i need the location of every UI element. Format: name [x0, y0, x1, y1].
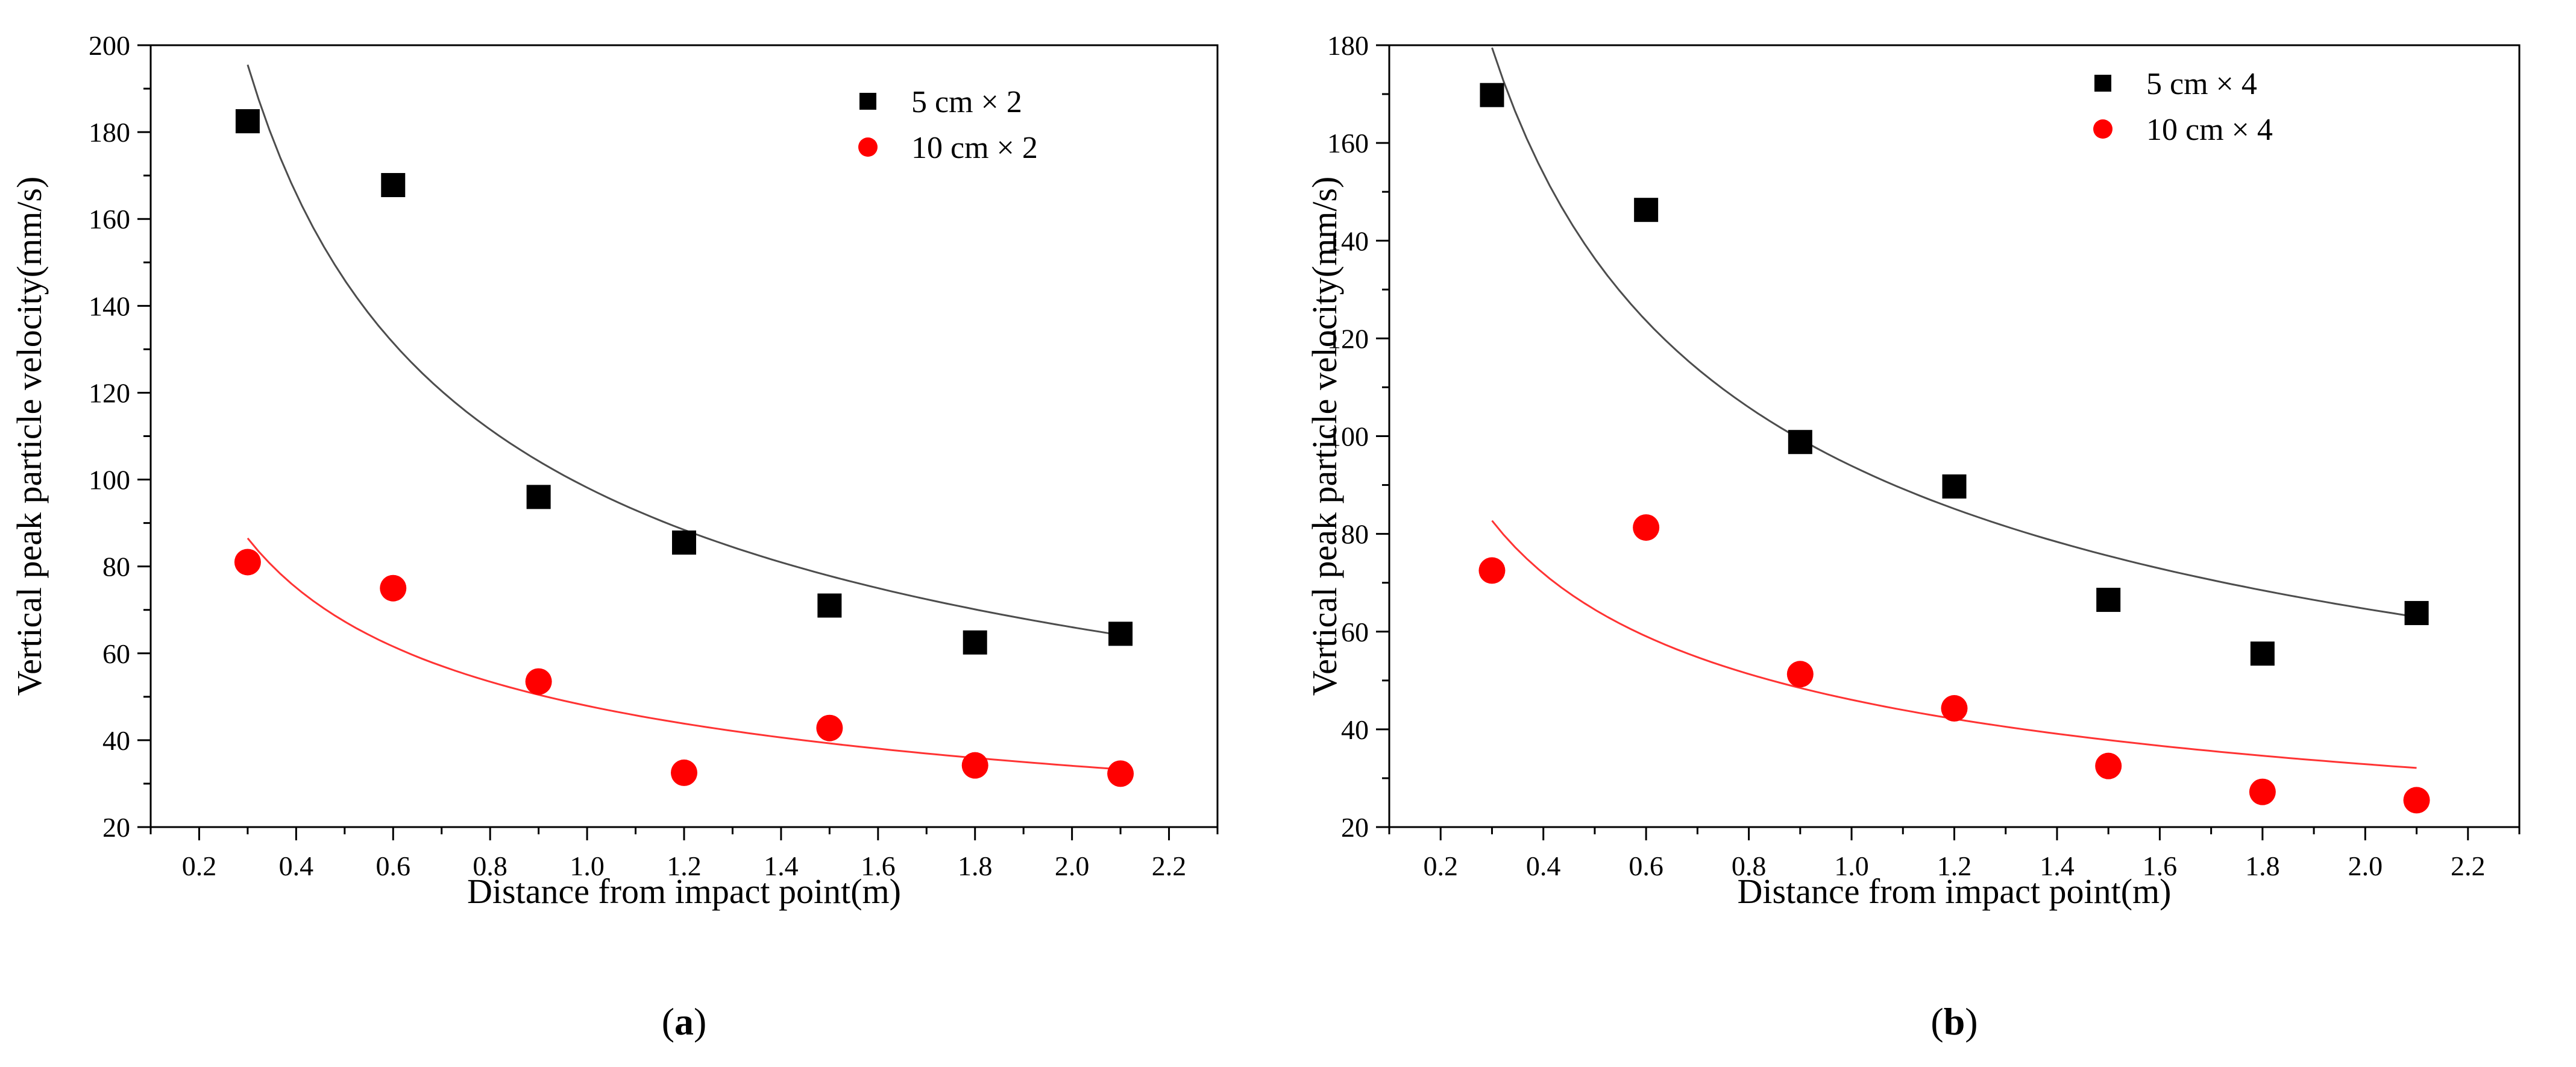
chart-b-x-tick-label: 1.4: [2040, 851, 2075, 881]
chart-b-y-tick-label: 140: [1327, 225, 1369, 256]
chart-b-series-1-point: [2250, 641, 2275, 666]
chart-a-y-tick-label: 160: [89, 204, 130, 234]
chart-b-series-1-point: [1634, 198, 1659, 222]
chart-a-y-tick-label: 140: [89, 291, 130, 321]
chart-a-x-tick-label: 0.8: [473, 851, 507, 881]
chart-a-series-1-point: [1108, 622, 1133, 646]
chart-b-x-tick-label: 0.8: [1732, 851, 1767, 881]
chart-b-x-axis-title: Distance from impact point(m): [1738, 872, 2172, 911]
chart-b-series-1-point: [1942, 474, 1967, 499]
chart-a-x-tick-label: 0.6: [376, 851, 411, 881]
chart-a-series-2-point: [525, 668, 552, 695]
chart-a: 0.2 0.4 0.6 0.8 1.0 1.2 1.4 1.6 1.8 2.0 2.2 20 40 60 8…: [10, 30, 1219, 1043]
chart-a-x-tick-label: 1.0: [570, 851, 605, 881]
chart-a-series-2-point: [1107, 760, 1134, 787]
chart-b-y-tick-label: 80: [1341, 519, 1369, 550]
chart-b-series-2-point: [1941, 695, 1968, 722]
chart-a-y-tick-label: 20: [102, 812, 130, 843]
chart-a-x-axis-title: Distance from impact point(m): [467, 872, 901, 911]
chart-b-y-tick-label: 120: [1327, 323, 1369, 354]
chart-a-fit-curve-2: [247, 537, 1121, 770]
chart-b-y-tick-label: 40: [1341, 714, 1369, 745]
chart-a-series-1-point: [963, 630, 987, 655]
chart-a-series-2-point: [671, 759, 697, 786]
chart-b-y-axis-title: Vertical peak particle velocity(mm/s): [1305, 177, 1344, 696]
chart-b-legend-marker-1: [2094, 75, 2111, 92]
chart-a-series-2-point: [234, 549, 261, 576]
chart-a-svg: 0.2 0.4 0.6 0.8 1.0 1.2 1.4 1.6 1.8 2.0 2.2 20 40 60 8…: [10, 30, 1219, 1043]
chart-b-x-tick-label: 2.0: [2348, 851, 2383, 881]
chart-a-series-1-point: [235, 109, 260, 134]
chart-b-series-1-point: [1788, 430, 1812, 455]
chart-a-x-tick-label: 0.2: [182, 851, 217, 881]
chart-b-series-2-point: [1786, 661, 1814, 688]
chart-a-y-tick-label: 80: [102, 552, 130, 582]
chart-b-svg: 0.2 0.4 0.6 0.8 1.0 1.2 1.4 1.6 1.8 2.0 2.2 20 40 60 8…: [1305, 30, 2521, 1043]
chart-b-series-2-point: [1633, 514, 1660, 541]
chart-b-x-tick-label: 2.2: [2451, 851, 2485, 881]
chart-a-series-2-point: [816, 714, 843, 741]
chart-a-series-1-point: [672, 530, 696, 555]
chart-b: 0.2 0.4 0.6 0.8 1.0 1.2 1.4 1.6 1.8 2.0 2.2 20 40 60 8…: [1288, 0, 2576, 1067]
chart-b-series-2-point: [1478, 557, 1506, 584]
chart-b-caption: (b): [1930, 1000, 1978, 1043]
chart-b-x-tick-label: 0.2: [1423, 851, 1458, 881]
chart-b-series-1-point: [2404, 600, 2429, 625]
chart-b-fit-curve-1: [1491, 47, 2417, 618]
chart-b-series-1-point: [2096, 588, 2121, 612]
chart-a-series-1-point: [817, 593, 842, 618]
chart-a-y-tick-label: 120: [89, 377, 130, 408]
chart-a-series-1-point: [526, 485, 551, 509]
chart-a-legend-label-2: 10 cm × 2: [911, 131, 1038, 165]
chart-a-y-tick-label: 100: [89, 465, 130, 496]
chart-b-fit-curve-2: [1491, 520, 2417, 769]
chart-a-x-tick-label: 1.4: [764, 851, 799, 881]
chart-b-x-tick-label: 1.2: [1937, 851, 1972, 881]
chart-a-legend-marker-2: [858, 137, 878, 157]
chart-b-series-2-point: [2095, 752, 2122, 779]
chart-b-series-2-point: [2249, 778, 2276, 805]
chart-b-series-1-point: [1480, 83, 1504, 107]
chart-b-y-tick-label: 100: [1327, 421, 1369, 452]
chart-a-y-axis-title: Vertical peak particle velocity(mm/s): [10, 177, 49, 696]
chart-a-y-tick-label: 200: [89, 30, 130, 61]
chart-b-legend-label-1: 5 cm × 4: [2146, 67, 2257, 101]
chart-b-y-tick-label: 180: [1327, 30, 1369, 61]
chart-a-y-tick-label: 60: [102, 638, 130, 669]
chart-a-x-tick-label: 0.4: [279, 851, 314, 881]
chart-b-legend-marker-2: [2093, 119, 2113, 139]
chart-a-y-tick-label: 40: [102, 725, 130, 756]
chart-a-legend-marker-1: [859, 93, 876, 110]
chart-b-y-tick-label: 60: [1341, 617, 1369, 647]
chart-a-x-tick-label: 1.6: [861, 851, 896, 881]
chart-a-x-tick-label: 1.2: [667, 851, 702, 881]
chart-a-series-2-point: [380, 574, 407, 602]
chart-a-legend-label-1: 5 cm × 2: [911, 85, 1022, 119]
chart-a-x-tick-label: 2.2: [1152, 851, 1187, 881]
chart-b-y-tick-label: 20: [1341, 812, 1369, 843]
chart-b-x-tick-label: 1.6: [2143, 851, 2178, 881]
chart-b-y-tick-label: 160: [1327, 128, 1369, 159]
chart-b-x-tick-label: 0.4: [1526, 851, 1561, 881]
chart-a-x-tick-label: 2.0: [1055, 851, 1090, 881]
chart-b-x-tick-label: 1.8: [2245, 851, 2280, 881]
chart-b-legend-label-2: 10 cm × 4: [2146, 113, 2273, 147]
chart-a-fit-curve-1: [247, 64, 1121, 636]
chart-b-series-2-point: [2403, 787, 2430, 814]
chart-a-series-1-point: [381, 173, 406, 198]
chart-a-series-2-point: [961, 752, 988, 779]
chart-a-caption: (a): [662, 1000, 707, 1043]
chart-a-x-tick-label: 1.8: [958, 851, 993, 881]
chart-b-x-tick-label: 0.6: [1629, 851, 1663, 881]
chart-b-x-tick-label: 1.0: [1834, 851, 1869, 881]
chart-a-plot-frame: [149, 44, 1219, 828]
chart-a-y-tick-label: 180: [89, 117, 130, 148]
